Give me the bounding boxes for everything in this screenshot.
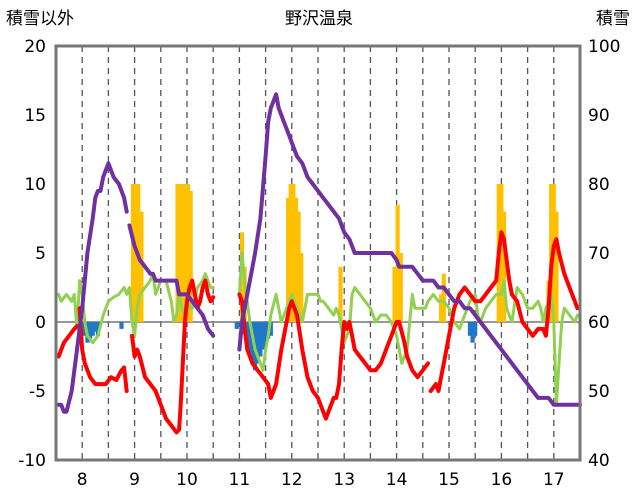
x-tick-label: 13 [333, 470, 355, 490]
x-tick-label: 8 [77, 470, 88, 490]
yellow-bars-bar [299, 253, 304, 322]
blue-bars-bar [467, 322, 473, 336]
yellow-bars-bar [338, 266, 343, 322]
yellow-bars-bar [291, 184, 296, 322]
yellow-bars-bar [242, 266, 247, 322]
blue-bars-bar [268, 322, 273, 336]
blue-bars-bar [119, 322, 124, 329]
x-tick-label: 12 [281, 470, 303, 490]
green-line-segment [237, 251, 579, 407]
red-line-segment [77, 306, 129, 393]
yellow-bars-bar [180, 184, 185, 322]
yellow-bars-bar [185, 184, 191, 322]
blue-bars-bar [260, 322, 266, 350]
chart-title: 野沢温泉 [285, 9, 353, 29]
blue-bars-bar [234, 322, 239, 329]
x-tick-label: 14 [386, 470, 408, 490]
x-tick-label: 9 [129, 470, 140, 490]
y-right-tick-label: 70 [588, 244, 610, 264]
red-line-segment [237, 292, 430, 421]
yellow-bars-bar [188, 190, 193, 322]
line-series [56, 92, 582, 435]
yellow-bars-bar [183, 184, 188, 322]
y-right-tick-label: 40 [588, 451, 610, 471]
x-tick-label: 11 [229, 470, 251, 490]
y-left-tick-label: 15 [24, 106, 46, 126]
yellow-bars-bar [175, 184, 180, 322]
red-line-segment [130, 278, 216, 435]
x-tick-label: 16 [491, 470, 513, 490]
y-axis-label-right: 積雪 [596, 9, 630, 29]
blue-bars-bar [90, 322, 95, 336]
blue-bars-bar [247, 322, 252, 357]
y-left-tick-label: -5 [29, 382, 46, 402]
yellow-bars-bar [239, 232, 245, 322]
yellow-bars-bar [130, 184, 136, 322]
yellow-bars-bar [554, 211, 559, 322]
yellow-bars-bar [296, 211, 301, 322]
yellow-bars-bar [499, 184, 504, 322]
blue-bars-bar [93, 322, 98, 332]
blue-bars-bar [470, 322, 475, 343]
yellow-bars-bar [178, 184, 183, 322]
yellow-bars-bar [139, 211, 144, 322]
x-tick-label: 15 [438, 470, 460, 490]
blue-bars-bar [473, 322, 478, 336]
yellow-bars-bar [286, 197, 291, 322]
purple-line-segment [56, 161, 129, 414]
yellow-bars-bar [392, 266, 397, 322]
y-right-tick-label: 60 [588, 313, 610, 333]
red-line-segment [428, 230, 580, 393]
y-right-tick-label: 80 [588, 175, 610, 195]
y-left-tick-label: 0 [35, 313, 46, 333]
purple-line-segment [127, 223, 216, 338]
yellow-bars-bar [501, 211, 507, 322]
y-left-tick-label: 5 [35, 244, 46, 264]
tick-labels: -10 -5 0 5 10 15 20 40 50 60 70 80 90 100 8 9 10 11 12 13 14… [18, 37, 620, 490]
blue-bars-bar [95, 322, 101, 336]
purple-line-segment [237, 92, 582, 407]
y-right-tick-label: 90 [588, 106, 610, 126]
blue-bars-bar [255, 322, 260, 364]
yellow-bars-bar [293, 197, 299, 322]
x-tick-label: 17 [543, 470, 565, 490]
plot-frame [54, 44, 582, 462]
y-axis-label-left: 積雪以外 [6, 9, 74, 29]
blue-bars-bar [87, 322, 93, 339]
yellow-bars-bar [441, 273, 446, 322]
y-right-tick-label: 100 [588, 37, 620, 57]
yellow-bars-bar [398, 253, 403, 322]
red-line-segment [56, 324, 79, 359]
blue-bars-bar [258, 322, 263, 357]
y-left-tick-label: 20 [24, 37, 46, 57]
blue-bars-bar [263, 322, 268, 343]
y-left-tick-label: -10 [18, 451, 46, 471]
yellow-bars-bar [288, 184, 293, 322]
y-left-tick-label: 10 [24, 175, 46, 195]
plot-border [54, 44, 582, 462]
x-tick-label: 10 [176, 470, 198, 490]
y-right-tick-label: 50 [588, 382, 610, 402]
yellow-bars-bar [439, 294, 444, 322]
